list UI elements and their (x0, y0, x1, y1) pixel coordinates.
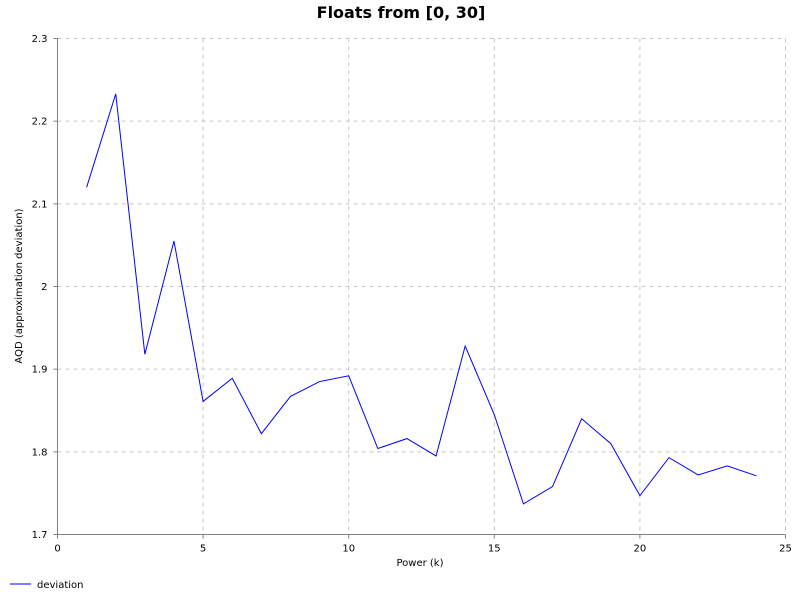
series-line-deviation (86, 93, 757, 505)
legend-label: deviation (37, 580, 83, 591)
y-axis-label: AQD (approximation deviation) (14, 208, 25, 363)
y-tick-label: 2.2 (32, 117, 48, 128)
y-axis-ticks: 1.7 1.8 1.9 2 2.1 2.2 2.3 (32, 34, 58, 541)
grid (57, 38, 786, 535)
x-tick-label: 5 (200, 544, 206, 555)
y-tick-label: 1.7 (32, 530, 48, 541)
legend: deviation (10, 580, 83, 591)
x-tick-label: 20 (634, 544, 647, 555)
x-tick-label: 25 (779, 544, 792, 555)
x-tick-label: 0 (54, 544, 60, 555)
y-tick-label: 1.8 (32, 447, 48, 458)
y-tick-label: 2.1 (32, 199, 48, 210)
series-layer (86, 93, 757, 505)
y-tick-label: 1.9 (32, 365, 48, 376)
x-tick-label: 15 (488, 544, 501, 555)
x-tick-label: 10 (342, 544, 355, 555)
chart-title: Floats from [0, 30] (317, 3, 486, 22)
x-axis-ticks: 0 5 10 15 20 25 (54, 534, 792, 555)
x-axis-label: Power (k) (396, 558, 443, 569)
y-tick-label: 2.3 (32, 34, 48, 45)
y-tick-label: 2 (41, 282, 47, 293)
